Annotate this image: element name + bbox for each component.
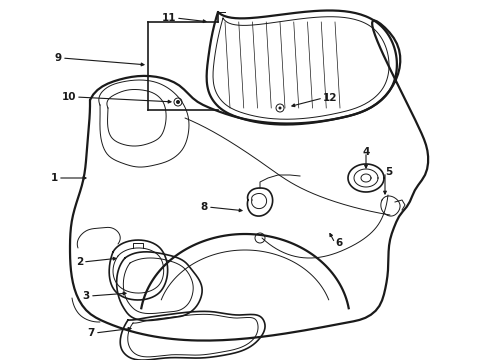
Text: 1: 1 bbox=[51, 173, 58, 183]
Text: 8: 8 bbox=[201, 202, 208, 212]
Text: 6: 6 bbox=[335, 238, 342, 248]
Text: 3: 3 bbox=[83, 291, 90, 301]
Circle shape bbox=[278, 107, 281, 109]
Text: 5: 5 bbox=[385, 167, 392, 177]
Text: 9: 9 bbox=[55, 53, 62, 63]
Text: 4: 4 bbox=[362, 147, 369, 157]
Text: 12: 12 bbox=[323, 93, 338, 103]
Circle shape bbox=[176, 100, 180, 104]
Text: 10: 10 bbox=[62, 92, 76, 102]
Text: 2: 2 bbox=[76, 257, 83, 267]
Text: 7: 7 bbox=[88, 328, 95, 338]
Text: 11: 11 bbox=[162, 13, 176, 23]
